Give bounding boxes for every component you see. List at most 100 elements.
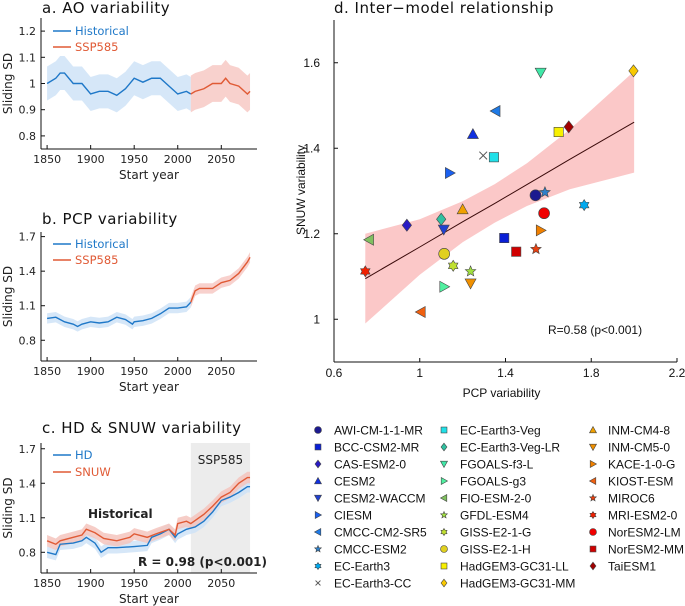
data-point-kace-1-0-g xyxy=(535,224,547,237)
y-tick-label: 1.4 xyxy=(19,477,37,490)
data-point-giss-e2-1-h xyxy=(438,248,450,260)
data-point-miroc6 xyxy=(529,242,542,255)
data-point-awi-cm-1-1-mr xyxy=(529,189,542,202)
legend-marker xyxy=(314,426,322,434)
legend-label: HadGEM3-GC31-LL xyxy=(460,560,569,574)
legend-label: CESM2 xyxy=(334,475,376,489)
data-point-inm-cm5-0 xyxy=(464,278,477,290)
legend-marker xyxy=(313,527,322,537)
data-point-ec-earth3-veg xyxy=(488,152,499,163)
legend-item: CESM2-WACCM xyxy=(313,492,426,506)
x-axis-label: Start year xyxy=(119,592,179,606)
legend-label: INM-CM4-8 xyxy=(608,424,670,438)
legend-label: AWI-CM-1-1-MR xyxy=(334,424,423,438)
series-line-historical xyxy=(47,301,192,328)
x-tick-label: 1850 xyxy=(33,153,61,166)
legend-label: KIOST-ESM xyxy=(608,475,673,489)
legend-marker xyxy=(314,561,322,571)
data-point-cesm2-waccm xyxy=(437,224,450,236)
panel-d: 0.6 1 1.4 1.8 2.2 1 1.2 1.4 1.6 d. Inter−model re… xyxy=(294,0,685,400)
legend-label: FGOALS-f3-L xyxy=(460,458,534,472)
legend-marker xyxy=(313,494,323,503)
shaded-period xyxy=(190,443,251,573)
uncertainty-band-hd xyxy=(47,480,251,561)
panel-title: d. Inter−model relationship xyxy=(334,0,554,17)
uncertainty-band-ssp585 xyxy=(190,59,251,113)
y-tick-label: 1.4 xyxy=(303,141,320,155)
shaded-period-label: SSP585 xyxy=(198,453,243,467)
y-tick-label: 1 xyxy=(29,78,36,91)
x-tick-label: 0.6 xyxy=(326,366,343,380)
legend-label: FGOALS-g3 xyxy=(460,475,526,489)
legend-marker xyxy=(314,459,322,469)
x-tick-label: 1850 xyxy=(33,365,61,378)
data-point-cmcc-cm2-sr5 xyxy=(489,105,501,118)
legend-marker xyxy=(588,493,598,502)
confidence-band xyxy=(365,71,635,324)
data-point-gfdl-esm4 xyxy=(464,265,477,277)
legend-marker xyxy=(314,510,323,520)
x-tick-label: 2050 xyxy=(207,365,235,378)
legend-item: NorESM2-MM xyxy=(589,543,684,557)
uncertainty-band-ssp585 xyxy=(190,252,251,308)
y-tick-label: 1 xyxy=(313,312,320,326)
x-tick-label: 2000 xyxy=(164,153,192,166)
y-tick-label: 1.1 xyxy=(19,300,37,313)
data-point-noresm2-mm xyxy=(511,246,522,257)
data-point-fgoals-f3-l xyxy=(534,67,547,79)
x-tick-label: 2000 xyxy=(164,365,192,378)
legend-item: MIROC6 xyxy=(588,492,655,506)
data-point-hadgem3-gc31-ll xyxy=(553,127,564,137)
legend-item: GISS-E2-1-H xyxy=(440,543,531,557)
panel-c: HD SNUW 1850 1900 1950 2000 2050 0.8 1.1 1.4 1.7 c.… xyxy=(1,419,267,606)
series-line-hd xyxy=(46,486,251,556)
legend-marker xyxy=(589,528,597,536)
legend-label: CMCC-ESM2 xyxy=(334,543,407,557)
x-tick-label: 2050 xyxy=(207,153,235,166)
legend-label: SNUW xyxy=(75,465,111,479)
legend-item: MRI-ESM2-0 xyxy=(589,509,678,523)
legend-item: KACE-1-0-G xyxy=(589,458,675,472)
legend-item: CMCC-CM2-SR5 xyxy=(313,526,427,540)
legend-item: BCC-CSM2-MR xyxy=(314,441,420,455)
y-tick-label: 1.7 xyxy=(19,231,37,244)
series-line-snuw xyxy=(46,476,251,546)
legend-label: EC-Earth3 xyxy=(334,560,390,574)
y-tick-label: 1.1 xyxy=(19,512,37,525)
y-tick-label: 0.8 xyxy=(19,546,37,559)
legend-label: GISS-E2-1-H xyxy=(460,543,531,557)
legend-label: KACE-1-0-G xyxy=(608,458,675,472)
uncertainty-band-historical xyxy=(47,297,191,332)
legend-item: EC-Earth3-Veg xyxy=(440,424,541,438)
data-point-giss-e2-1-g xyxy=(447,259,459,272)
legend-item: HadGEM3-GC31-LL xyxy=(440,560,569,574)
data-point-bcc-csm2-mr xyxy=(499,233,510,244)
y-tick-label: 0.8 xyxy=(19,130,37,143)
legend-marker xyxy=(589,459,598,469)
legend-item: NorESM2-LM xyxy=(589,526,681,540)
legend-label: SSP585 xyxy=(75,40,118,54)
legend-label: HadGEM3-GC31-MM xyxy=(460,577,575,591)
legend-label: EC-Earth3-Veg-LR xyxy=(460,441,560,455)
legend-item: EC-Earth3-Veg-LR xyxy=(440,441,560,455)
y-tick-label: 1.2 xyxy=(303,227,320,241)
legend-marker xyxy=(439,460,449,469)
regression-line xyxy=(365,121,635,280)
legend-marker xyxy=(315,580,321,586)
x-stroke xyxy=(479,151,488,160)
legend-item: AWI-CM-1-1-MR xyxy=(314,424,423,438)
legend-marker xyxy=(588,476,597,486)
y-tick-label: 0.9 xyxy=(19,104,37,117)
y-tick-label: 1.7 xyxy=(19,443,37,456)
legend-label: GFDL-ESM4 xyxy=(460,509,529,523)
x-tick-label: 1950 xyxy=(120,577,148,590)
legend-item: EC-Earth3-CC xyxy=(315,577,412,591)
legend-marker xyxy=(439,493,448,503)
historical-annotation: Historical xyxy=(88,507,153,521)
legend-marker xyxy=(440,545,448,553)
legend-item: FIO-ESM-2-0 xyxy=(439,492,532,506)
x-axis-label: Start year xyxy=(119,380,179,394)
legend-label: CESM2-WACCM xyxy=(334,492,426,506)
legend-label: NorESM2-MM xyxy=(608,543,684,557)
